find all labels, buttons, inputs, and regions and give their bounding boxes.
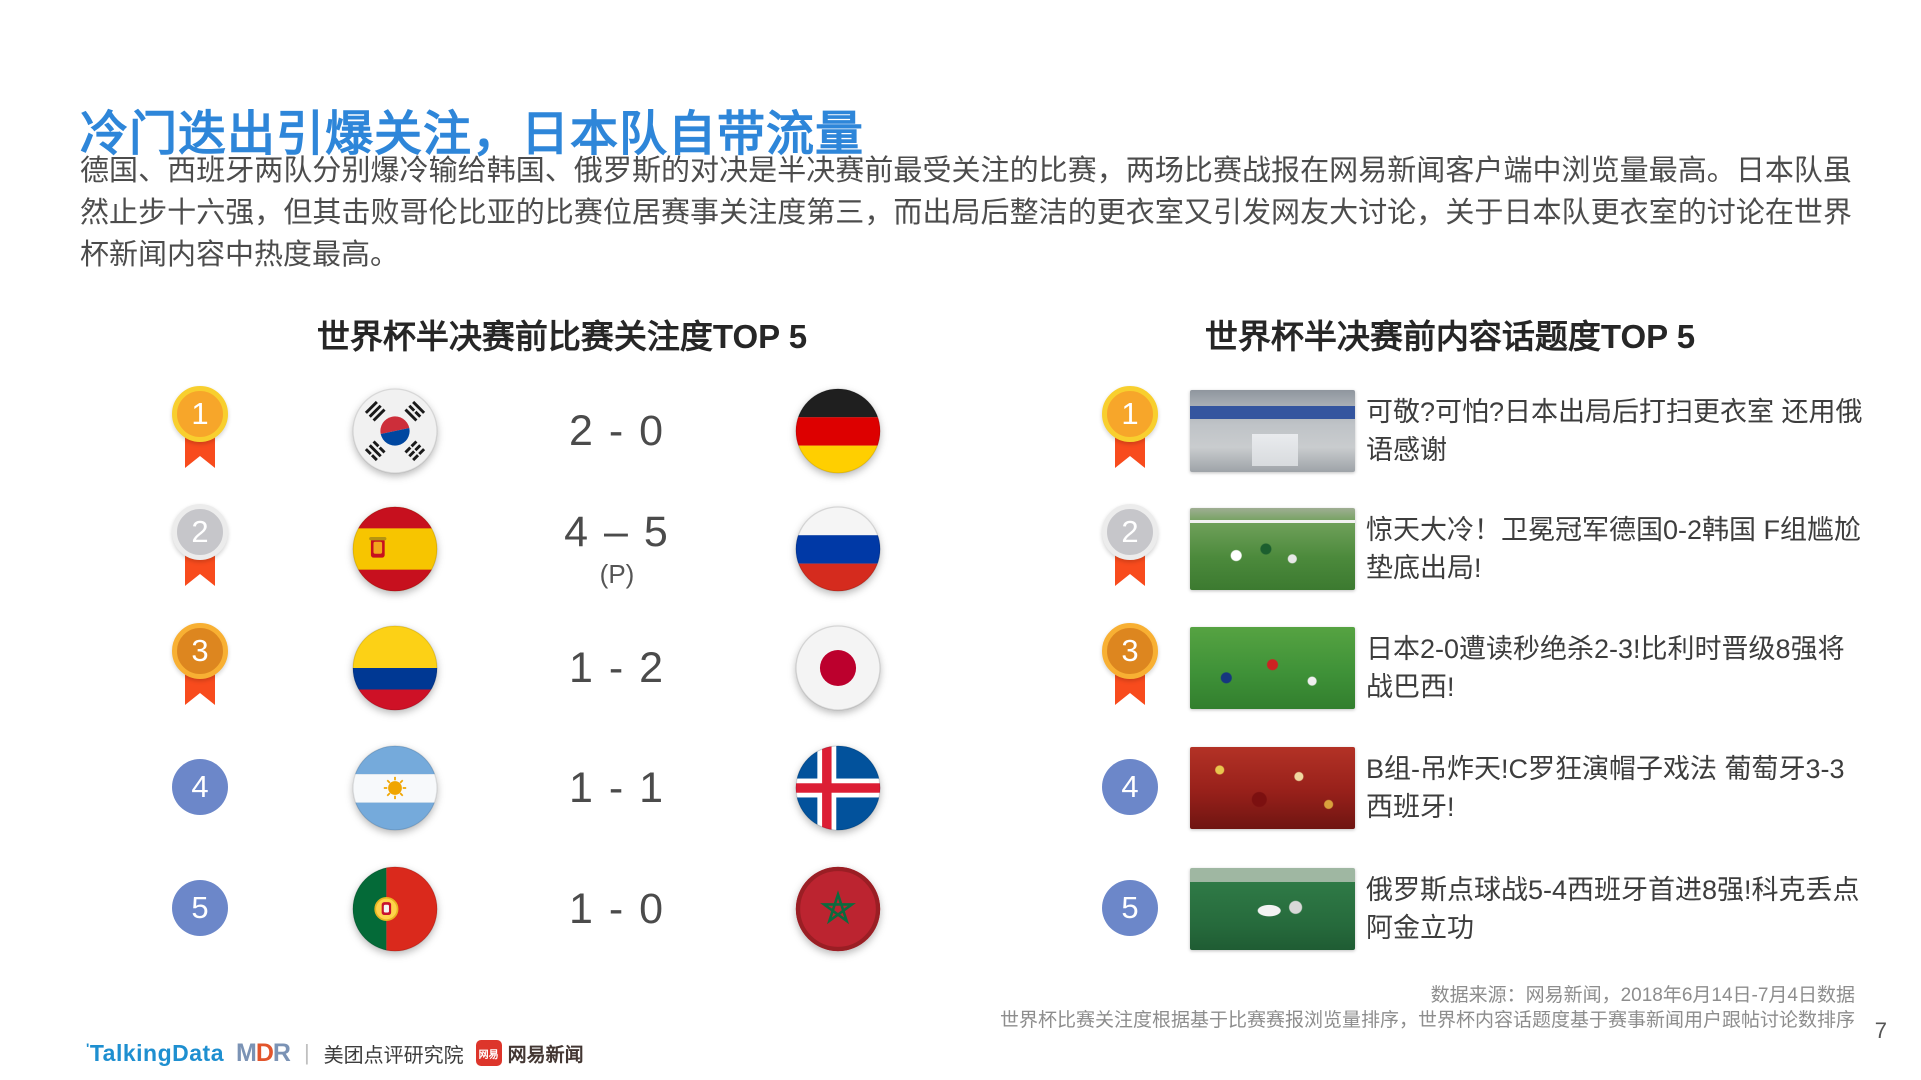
rank-circle-badge: 4 [172,743,228,839]
germany-flag-icon [795,388,881,474]
match-score: 2 - 0 [517,376,717,486]
score-value: 1 - 2 [568,643,666,692]
bronze-medal-icon: 3 [172,623,228,719]
bronze-medal-icon: 3 [1102,623,1158,719]
portugal-flag-icon [352,866,438,952]
rank-number: 3 [1102,623,1158,679]
russia-flag-icon [795,506,881,592]
rank-number: 5 [1102,880,1158,936]
mdr-meituan-dianping-research-logo: MDR [236,1038,291,1067]
score-value: 1 - 1 [568,763,666,812]
score-note: (P) [599,559,635,589]
match-rank-title: 世界杯半决赛前比赛关注度TOP 5 [316,318,808,355]
logo-divider: | [303,1040,310,1065]
match-rank-row: 5 1 - 0 [140,854,910,964]
news-thumbnail-russia-celebration [1190,868,1355,950]
talkingdata-logo: 'TalkingData [86,1039,224,1066]
page-title: 冷门迭出引爆关注，日本队自带流量 [80,108,865,162]
intro-paragraph: 德国、西班牙两队分别爆冷输给韩国、俄罗斯的对决是半决赛前最受关注的比赛，两场比赛… [80,155,1852,271]
meituan-dianping-institute-label: 美团点评研究院 [323,1044,464,1067]
argentina-flag-icon [352,745,438,831]
match-score: 1 - 0 [517,854,717,964]
data-source-note: 数据来源：网易新闻，2018年6月14日-7月4日数据 [1430,985,1855,1006]
rank-number: 2 [172,504,228,560]
ranking-method-note: 世界杯比赛关注度根据基于比赛赛报浏览量排序，世界杯内容话题度基于赛事新闻用户跟帖… [999,1010,1855,1031]
rank-circle-badge: 4 [1102,743,1158,839]
score-value: 4 – 5 [564,508,670,556]
news-thumbnail-germany-korea [1190,508,1355,590]
netease-news-logo: 网易 网易新闻 [475,1040,584,1067]
score-value: 2 - 0 [568,406,666,455]
page-number: 7 [1874,1018,1887,1043]
morocco-flag-icon [795,866,881,952]
news-thumbnail-portugal-fans [1190,747,1355,829]
news-headline: B组-吊炸天!C罗狂演帽子戏法 葡萄牙3-3西班牙! [1366,754,1845,822]
topic-rank-row: 5 俄罗斯点球战5-4西班牙首进8强!科克丢点阿金立功 [1070,854,1880,964]
match-rank-row: 3 1 - 2 [140,613,910,723]
topic-rank-row: 3 日本2-0遭读秒绝杀2-3!比利时晋级8强将战巴西! [1070,613,1880,723]
rank-number: 4 [1102,759,1158,815]
topic-rank-row: 2 惊天大冷！卫冕冠军德国0-2韩国 F组尴尬垫底出局! [1070,494,1880,604]
match-rank-row: 4 1 - 1 [140,733,910,843]
gold-medal-icon: 1 [1102,386,1158,482]
news-thumbnail-locker-room [1190,390,1355,472]
rank-number: 3 [172,623,228,679]
south-korea-flag-icon [352,388,438,474]
spain-flag-icon [352,506,438,592]
netease-badge-icon: 网易 [475,1040,502,1066]
match-rank-row: 1 2 - 0 [140,376,910,486]
japan-flag-icon [795,625,881,711]
news-headline: 俄罗斯点球战5-4西班牙首进8强!科克丢点阿金立功 [1366,875,1860,943]
gold-medal-icon: 1 [172,386,228,482]
match-score: 4 – 5 (P) [517,494,717,604]
rank-number: 2 [1102,504,1158,560]
news-headline: 惊天大冷！卫冕冠军德国0-2韩国 F组尴尬垫底出局! [1366,515,1862,583]
rank-circle-badge: 5 [172,864,228,960]
rank-number: 1 [1102,386,1158,442]
topic-rank-row: 4 B组-吊炸天!C罗狂演帽子戏法 葡萄牙3-3西班牙! [1070,733,1880,843]
score-value: 1 - 0 [568,884,666,933]
rank-number: 4 [172,759,228,815]
silver-medal-icon: 2 [172,504,228,600]
rank-circle-badge: 5 [1102,864,1158,960]
footer-logos: 'TalkingData MDR | 美团点评研究院 网易 网易新闻 [86,1038,584,1068]
rank-number: 1 [172,386,228,442]
silver-medal-icon: 2 [1102,504,1158,600]
news-thumbnail-japan-belgium [1190,627,1355,709]
match-rank-row: 2 4 – 5 (P) [140,494,910,604]
topic-rank-title: 世界杯半决赛前内容话题度TOP 5 [1204,318,1696,355]
topic-rank-row: 1 可敬?可怕?日本出局后打扫更衣室 还用俄语感谢 [1070,376,1880,486]
rank-number: 5 [172,880,228,936]
colombia-flag-icon [352,625,438,711]
match-score: 1 - 2 [517,613,717,723]
news-headline: 可敬?可怕?日本出局后打扫更衣室 还用俄语感谢 [1366,397,1863,465]
iceland-flag-icon [795,745,881,831]
match-score: 1 - 1 [517,733,717,843]
news-headline: 日本2-0遭读秒绝杀2-3!比利时晋级8强将战巴西! [1366,634,1845,702]
